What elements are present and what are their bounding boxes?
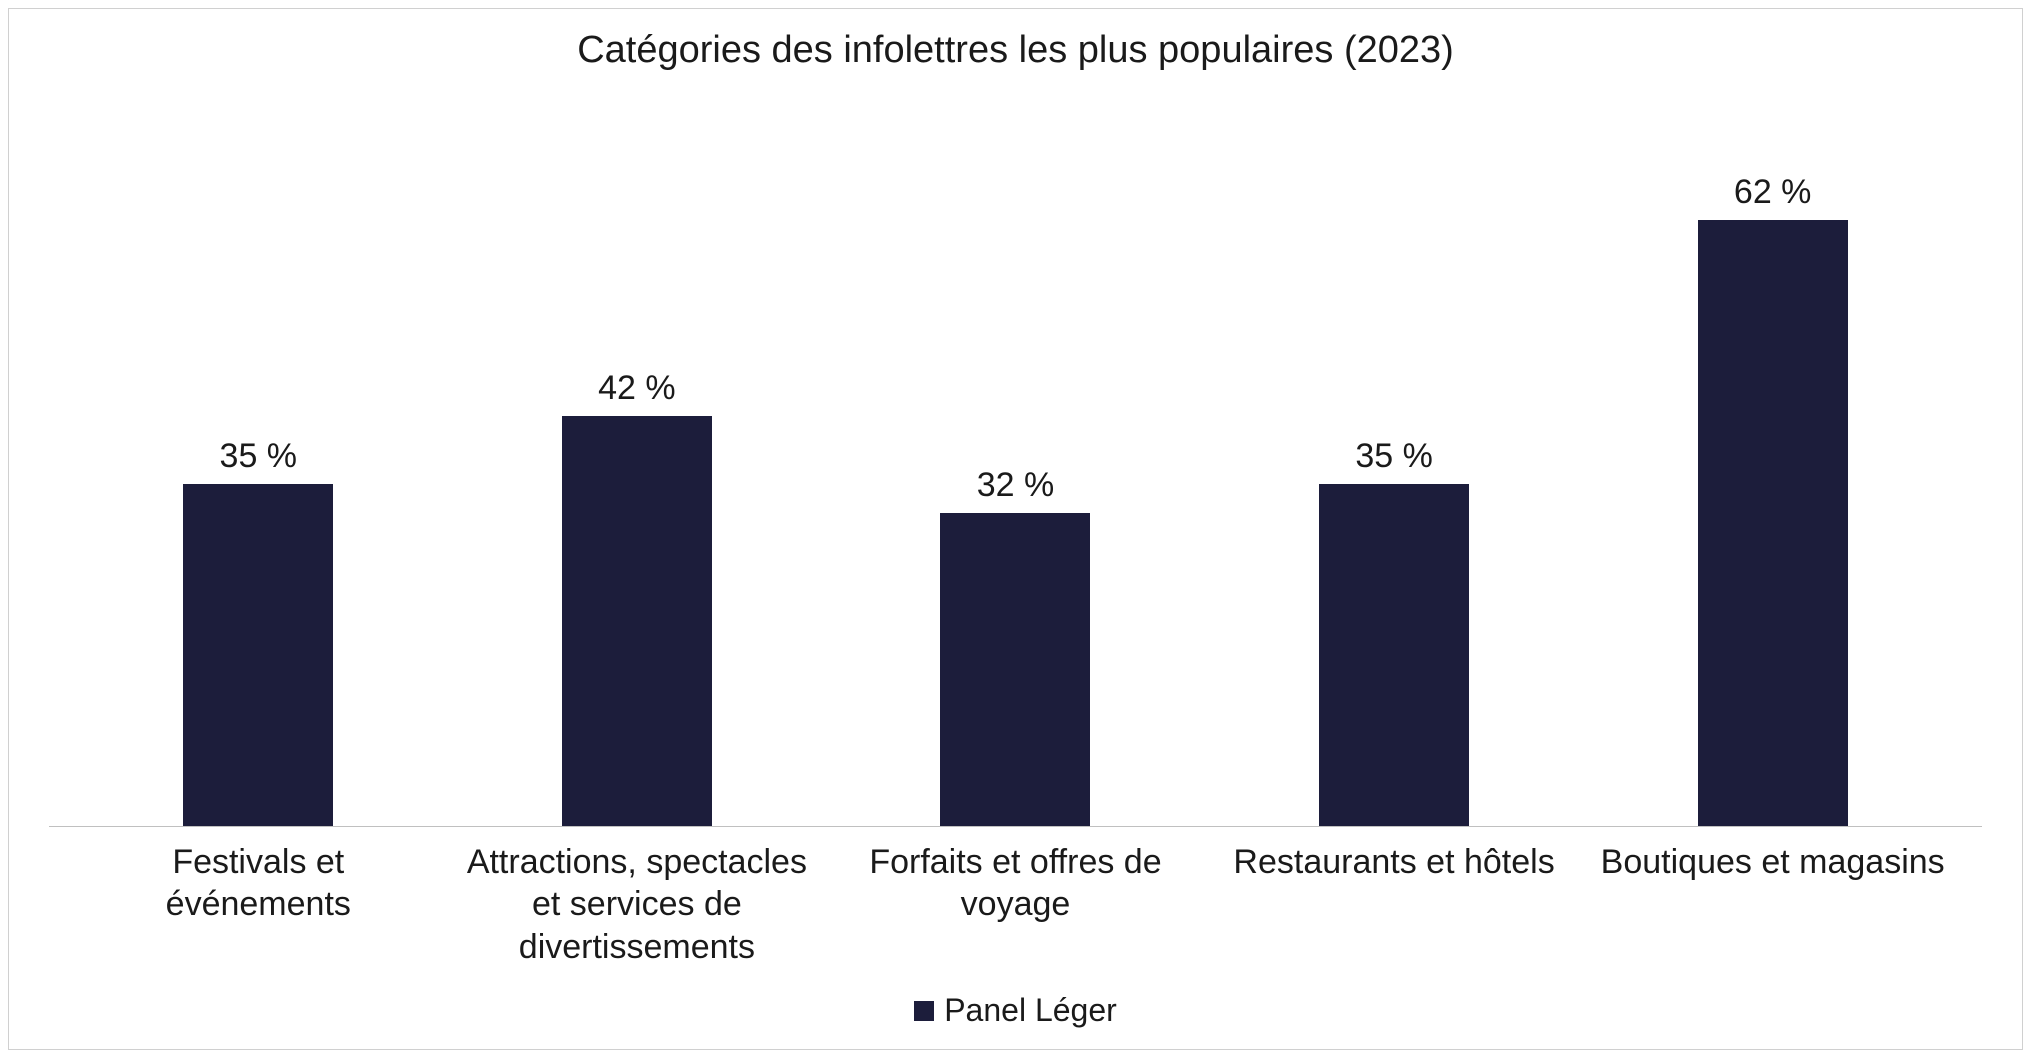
bar-1 xyxy=(562,416,712,826)
category-label: Restaurants et hôtels xyxy=(1205,841,1584,969)
bar-col-1: 42 % xyxy=(448,92,827,826)
bar-value-label: 32 % xyxy=(977,466,1055,505)
bar-col-3: 35 % xyxy=(1205,92,1584,826)
category-label: Attractions, spectacles et services de d… xyxy=(448,841,827,969)
legend-label: Panel Léger xyxy=(944,992,1117,1029)
bar-0 xyxy=(183,484,333,826)
bar-value-label: 35 % xyxy=(220,437,298,476)
bar-col-4: 62 % xyxy=(1583,92,1962,826)
legend: Panel Léger xyxy=(49,992,1982,1029)
bar-col-0: 35 % xyxy=(69,92,448,826)
bar-4 xyxy=(1698,220,1848,826)
legend-swatch xyxy=(914,1001,934,1021)
bar-3 xyxy=(1319,484,1469,826)
bars-wrapper: 35 % 42 % 32 % 35 % 62 % xyxy=(49,92,1982,827)
bar-value-label: 35 % xyxy=(1355,437,1433,476)
bar-2 xyxy=(940,513,1090,826)
bar-col-2: 32 % xyxy=(826,92,1205,826)
chart-container: Catégories des infolettres les plus popu… xyxy=(8,8,2023,1050)
category-label: Boutiques et magasins xyxy=(1583,841,1962,969)
plot-area: 35 % 42 % 32 % 35 % 62 % Festivals et xyxy=(49,92,1982,1029)
bar-value-label: 42 % xyxy=(598,369,676,408)
bar-value-label: 62 % xyxy=(1734,173,1812,212)
category-label: Forfaits et offres de voyage xyxy=(826,841,1205,969)
category-labels: Festivals et événements Attractions, spe… xyxy=(49,827,1982,969)
category-label: Festivals et événements xyxy=(69,841,448,969)
chart-title: Catégories des infolettres les plus popu… xyxy=(49,29,1982,72)
